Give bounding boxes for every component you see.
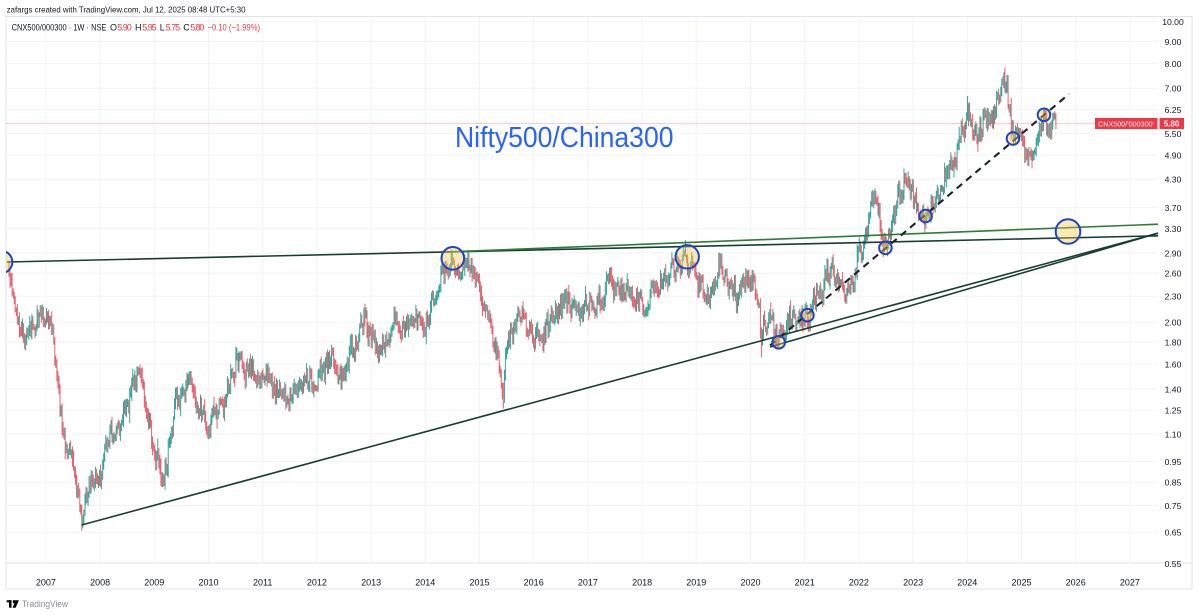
- svg-text:2026: 2026: [1066, 578, 1086, 588]
- svg-text:2009: 2009: [144, 578, 164, 588]
- svg-text:2016: 2016: [524, 578, 544, 588]
- svg-text:2022: 2022: [849, 578, 869, 588]
- svg-text:0.85: 0.85: [1165, 478, 1182, 488]
- svg-text:2008: 2008: [90, 578, 110, 588]
- svg-text:1.40: 1.40: [1165, 384, 1182, 394]
- svg-text:10.00: 10.00: [1162, 17, 1184, 27]
- svg-text:8.00: 8.00: [1165, 59, 1182, 69]
- svg-text:2019: 2019: [686, 578, 706, 588]
- svg-text:C: C: [183, 23, 190, 33]
- svg-text:2023: 2023: [903, 578, 923, 588]
- svg-text:7.00: 7.00: [1165, 84, 1182, 94]
- svg-text:H: H: [135, 23, 142, 33]
- svg-text:1.80: 1.80: [1165, 337, 1182, 347]
- svg-text:2021: 2021: [795, 578, 815, 588]
- svg-text:L: L: [160, 23, 165, 33]
- svg-text:2014: 2014: [415, 578, 435, 588]
- svg-text:4.30: 4.30: [1165, 175, 1182, 185]
- svg-text:zafargs created with TradingVi: zafargs created with TradingView.com, Ju…: [7, 5, 246, 15]
- svg-text:2017: 2017: [578, 578, 598, 588]
- svg-text:2007: 2007: [36, 578, 56, 588]
- svg-text:9.00: 9.00: [1165, 37, 1182, 47]
- svg-text:6.25: 6.25: [1165, 105, 1182, 115]
- svg-text:2.90: 2.90: [1165, 248, 1182, 258]
- svg-text:0.65: 0.65: [1165, 528, 1182, 538]
- svg-text:Nifty500/China300: Nifty500/China300: [455, 122, 674, 154]
- svg-text:3.30: 3.30: [1165, 224, 1182, 234]
- svg-text:O: O: [110, 23, 117, 33]
- svg-text:5.95: 5.95: [142, 23, 156, 33]
- svg-text:2.30: 2.30: [1165, 292, 1182, 302]
- svg-text:CNX500/'000300': CNX500/'000300': [1098, 119, 1155, 128]
- svg-text:5.90: 5.90: [117, 23, 132, 33]
- svg-text:5.75: 5.75: [166, 23, 181, 33]
- svg-text:1.10: 1.10: [1165, 429, 1182, 439]
- svg-text:2011: 2011: [253, 578, 272, 588]
- svg-text:2013: 2013: [361, 578, 381, 588]
- svg-text:0.55: 0.55: [1165, 559, 1182, 569]
- svg-text:4.90: 4.90: [1165, 150, 1182, 160]
- svg-text:2.00: 2.00: [1165, 318, 1182, 328]
- svg-text:2025: 2025: [1011, 578, 1031, 588]
- svg-text:3.70: 3.70: [1165, 203, 1182, 213]
- svg-text:0.75: 0.75: [1165, 501, 1182, 511]
- svg-text:CNX500/000300 · 1W · NSE: CNX500/000300 · 1W · NSE: [12, 23, 107, 33]
- svg-text:5.80: 5.80: [190, 23, 204, 33]
- svg-text:2.60: 2.60: [1165, 269, 1182, 279]
- svg-text:2012: 2012: [307, 578, 327, 588]
- svg-text:2010: 2010: [198, 578, 218, 588]
- svg-text:5.80: 5.80: [1164, 120, 1180, 129]
- svg-text:2020: 2020: [740, 578, 760, 588]
- svg-text:2024: 2024: [957, 578, 977, 588]
- svg-text:0.95: 0.95: [1165, 457, 1182, 467]
- svg-text:5.50: 5.50: [1165, 129, 1182, 139]
- svg-text:2015: 2015: [469, 578, 489, 588]
- svg-text:−0.10 (−1.99%): −0.10 (−1.99%): [208, 23, 261, 33]
- svg-text:1.25: 1.25: [1165, 406, 1182, 416]
- svg-text:TradingView: TradingView: [22, 599, 68, 609]
- svg-text:1.60: 1.60: [1165, 359, 1182, 369]
- svg-text:2018: 2018: [632, 578, 652, 588]
- svg-text:2027: 2027: [1120, 578, 1140, 588]
